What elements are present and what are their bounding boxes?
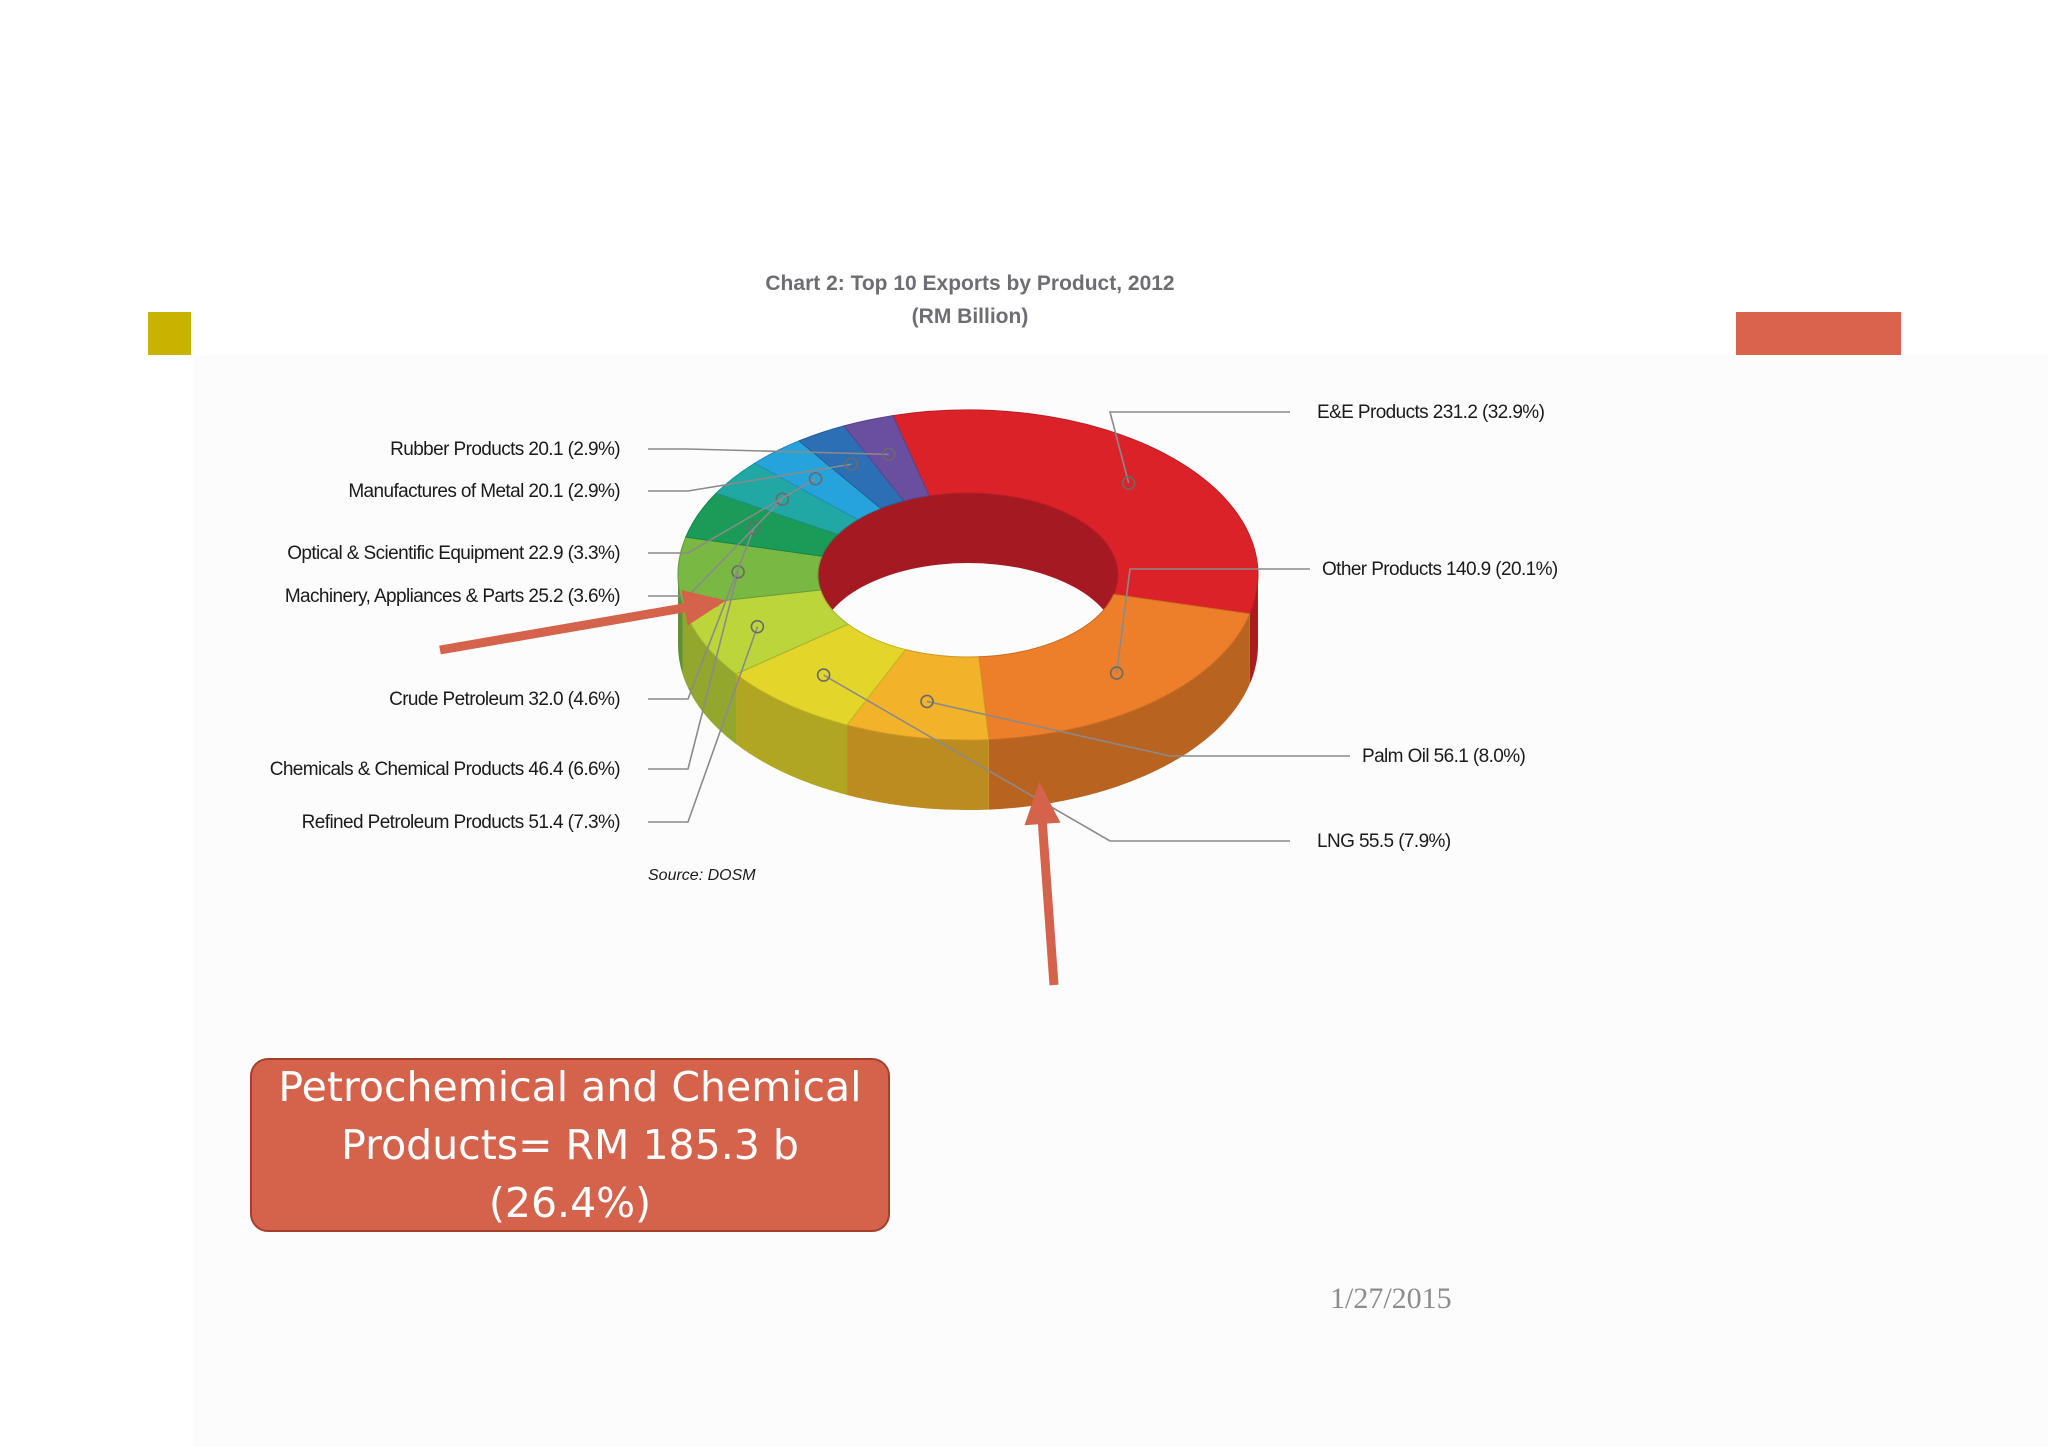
leader-dot-1 bbox=[1109, 666, 1124, 680]
leader-dot-0 bbox=[1121, 476, 1136, 490]
slice-side-4 bbox=[682, 605, 737, 745]
slice-side-0 bbox=[1249, 575, 1258, 684]
slice-label-7: Machinery, Appliances & Parts 25.2 (3.6%… bbox=[285, 586, 620, 607]
chart-title: Chart 2: Top 10 Exports by Product, 2012 bbox=[765, 272, 1175, 295]
leader-dot-9 bbox=[844, 457, 859, 472]
slice-label-1: Other Products 140.9 (20.1%) bbox=[1322, 559, 1558, 580]
callout-box: Petrochemical and Chemical Products= RM … bbox=[250, 1058, 890, 1232]
leader-line-5 bbox=[648, 571, 739, 770]
accent-square bbox=[148, 312, 191, 355]
arrow-bottom bbox=[1024, 782, 1061, 986]
chart-source: Source: DOSM bbox=[648, 867, 756, 884]
leader-dot-2 bbox=[920, 694, 934, 709]
leader-dot-8 bbox=[808, 471, 823, 486]
slide-date: 1/27/2015 bbox=[1330, 1282, 1452, 1315]
leader-dot-3 bbox=[816, 668, 831, 682]
slice-10 bbox=[843, 415, 930, 502]
accent-bar bbox=[1736, 312, 1901, 355]
leader-line-2 bbox=[926, 700, 1350, 757]
leader-dot-7 bbox=[775, 492, 790, 506]
inner-wall bbox=[818, 493, 1118, 645]
leader-line-4 bbox=[648, 626, 759, 823]
slice-side-5 bbox=[678, 575, 683, 676]
slice-0 bbox=[892, 409, 1259, 615]
leader-line-6 bbox=[648, 527, 755, 700]
slice-label-8: Optical & Scientific Equipment 22.9 (3.3… bbox=[287, 543, 620, 564]
leader-line-10 bbox=[648, 448, 889, 456]
slice-label-5: Chemicals & Chemical Products 46.4 (6.6%… bbox=[270, 759, 621, 780]
leader-dot-10 bbox=[881, 447, 896, 462]
leader-line-9 bbox=[648, 463, 852, 492]
leader-line-8 bbox=[648, 478, 817, 554]
slice-label-0: E&E Products 231.2 (32.9%) bbox=[1317, 402, 1545, 423]
slice-side-1 bbox=[988, 613, 1250, 810]
callout-text: Petrochemical and Chemical Products= RM … bbox=[278, 1063, 862, 1227]
leader-line-0 bbox=[1108, 411, 1290, 484]
leader-dot-6 bbox=[747, 521, 761, 535]
slice-side-2 bbox=[847, 724, 989, 811]
chart-subtitle: (RM Billion) bbox=[911, 305, 1029, 328]
slice-label-10: Rubber Products 20.1 (2.9%) bbox=[390, 439, 620, 460]
slice-side-3 bbox=[736, 674, 848, 795]
leader-dot-5 bbox=[731, 565, 745, 579]
slice-label-4: Refined Petroleum Products 51.4 (7.3%) bbox=[302, 812, 621, 833]
slice-label-3: LNG 55.5 (7.9%) bbox=[1317, 831, 1451, 852]
arrow-left bbox=[439, 590, 726, 655]
slice-label-2: Palm Oil 56.1 (8.0%) bbox=[1362, 746, 1526, 767]
leader-dot-4 bbox=[750, 619, 765, 634]
slice-label-6: Crude Petroleum 32.0 (4.6%) bbox=[389, 689, 620, 710]
leader-line-3 bbox=[823, 674, 1290, 842]
slice-label-9: Manufactures of Metal 20.1 (2.9%) bbox=[348, 481, 620, 502]
leader-line-1 bbox=[1115, 568, 1310, 674]
